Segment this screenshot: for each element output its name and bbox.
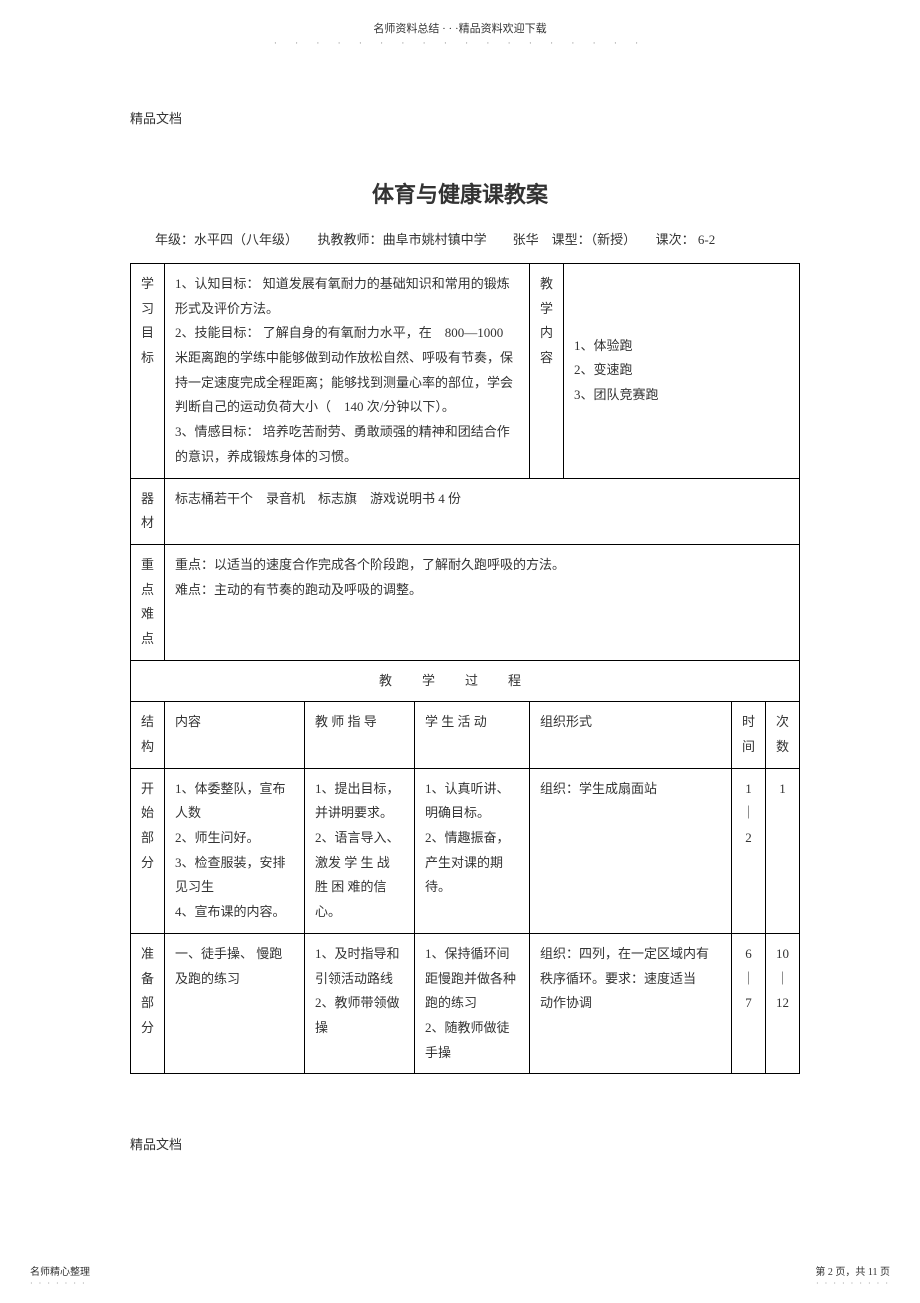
col-teacher: 教 师 指 导 <box>305 702 415 768</box>
col-organization: 组织形式 <box>530 702 732 768</box>
lesson-plan-table: 学习目标 1、认知目标： 知道发展有氧耐力的基础知识和常用的锻炼形式及评价方法。… <box>130 263 800 1074</box>
keypoints-label: 重点难点 <box>131 544 165 660</box>
footer-left-dots: · · · · · · · <box>30 1279 87 1288</box>
row0-count: 1 <box>765 768 799 933</box>
teacher-name: 张华 <box>513 232 539 247</box>
footer-right-dots: · · · · · · · · · <box>816 1279 890 1288</box>
class-type: 课型：（新授） <box>552 232 630 247</box>
row-prep-section: 准备部分 一、徒手操、 慢跑及跑的练习 1、及时指导和引领活动路线 2、教师带领… <box>131 933 800 1073</box>
row1-content: 一、徒手操、 慢跑及跑的练习 <box>165 933 305 1073</box>
col-structure: 结构 <box>131 702 165 768</box>
row1-teacher: 1、及时指导和引领活动路线 2、教师带领做操 <box>305 933 415 1073</box>
objectives-content: 1、认知目标： 知道发展有氧耐力的基础知识和常用的锻炼形式及评价方法。 2、技能… <box>165 264 530 479</box>
teacher-label: 执教教师： <box>318 232 383 247</box>
column-headers-row: 结构 内容 教 师 指 导 学 生 活 动 组织形式 时间 次数 <box>131 702 800 768</box>
equipment-row: 器材 标志桶若干个 录音机 标志旗 游戏说明书 4 份 <box>131 478 800 544</box>
keypoints-content: 重点：以适当的速度合作完成各个阶段跑，了解耐久跑呼吸的方法。 难点：主动的有节奏… <box>165 544 800 660</box>
equipment-content: 标志桶若干个 录音机 标志旗 游戏说明书 4 份 <box>165 478 800 544</box>
equipment-label: 器材 <box>131 478 165 544</box>
objectives-label: 学习目标 <box>131 264 165 479</box>
footer-right: 第 2 页，共 11 页 <box>815 1263 890 1278</box>
col-content: 内容 <box>165 702 305 768</box>
teach-content-label: 教学内容 <box>530 264 564 479</box>
row0-student: 1、认真听讲、明确目标。 2、情趣振奋，产生对课的期待。 <box>415 768 530 933</box>
grade-label: 年级： <box>155 232 194 247</box>
keypoints-row: 重点难点 重点：以适当的速度合作完成各个阶段跑，了解耐久跑呼吸的方法。 难点：主… <box>131 544 800 660</box>
row1-structure: 准备部分 <box>131 933 165 1073</box>
page-title: 体育与健康课教案 <box>0 177 920 209</box>
row1-student: 1、保持循环间距慢跑并做各种跑的练习 2、随教师做徒手操 <box>415 933 530 1073</box>
lesson-num: 课次： 6-2 <box>656 232 716 247</box>
process-header: 教学过程 <box>131 660 800 702</box>
row-start-section: 开始部分 1、体委整队，宣布人数 2、师生问好。 3、检查服装，安排见习生 4、… <box>131 768 800 933</box>
row0-teacher: 1、提出目标，并讲明要求。 2、语言导入、激发 学 生 战 胜 困 难的信心。 <box>305 768 415 933</box>
row1-time: 6｜7 <box>731 933 765 1073</box>
doc-type-top: 精品文档 <box>130 108 920 127</box>
teach-content: 1、体验跑 2、变速跑 3、团队竞赛跑 <box>564 264 800 479</box>
row1-count: 10｜12 <box>765 933 799 1073</box>
objectives-row: 学习目标 1、认知目标： 知道发展有氧耐力的基础知识和常用的锻炼形式及评价方法。… <box>131 264 800 479</box>
col-time: 时间 <box>731 702 765 768</box>
row0-content: 1、体委整队，宣布人数 2、师生问好。 3、检查服装，安排见习生 4、宣布课的内… <box>165 768 305 933</box>
meta-line: 年级：水平四（八年级） 执教教师：曲阜市姚村镇中学 张华 课型：（新授） 课次：… <box>155 229 920 248</box>
col-count: 次数 <box>765 702 799 768</box>
row0-structure: 开始部分 <box>131 768 165 933</box>
col-student: 学 生 活 动 <box>415 702 530 768</box>
grade-value: 水平四（八年级） <box>194 232 292 247</box>
doc-type-bottom: 精品文档 <box>130 1134 182 1153</box>
process-header-row: 教学过程 <box>131 660 800 702</box>
row0-time: 1｜2 <box>731 768 765 933</box>
header-dots: · · · · · · · · · · · · · · · · · · <box>0 38 920 48</box>
row0-organization: 组织：学生成扇面站 <box>530 768 732 933</box>
header-text: 名师资料总结 · · ·精品资料欢迎下载 <box>0 20 920 36</box>
row1-organization: 组织：四列，在一定区域内有秩序循环。要求：速度适当 动作协调 <box>530 933 732 1073</box>
teacher-school: 曲阜市姚村镇中学 <box>383 232 487 247</box>
footer-left: 名师精心整理 <box>30 1263 90 1278</box>
